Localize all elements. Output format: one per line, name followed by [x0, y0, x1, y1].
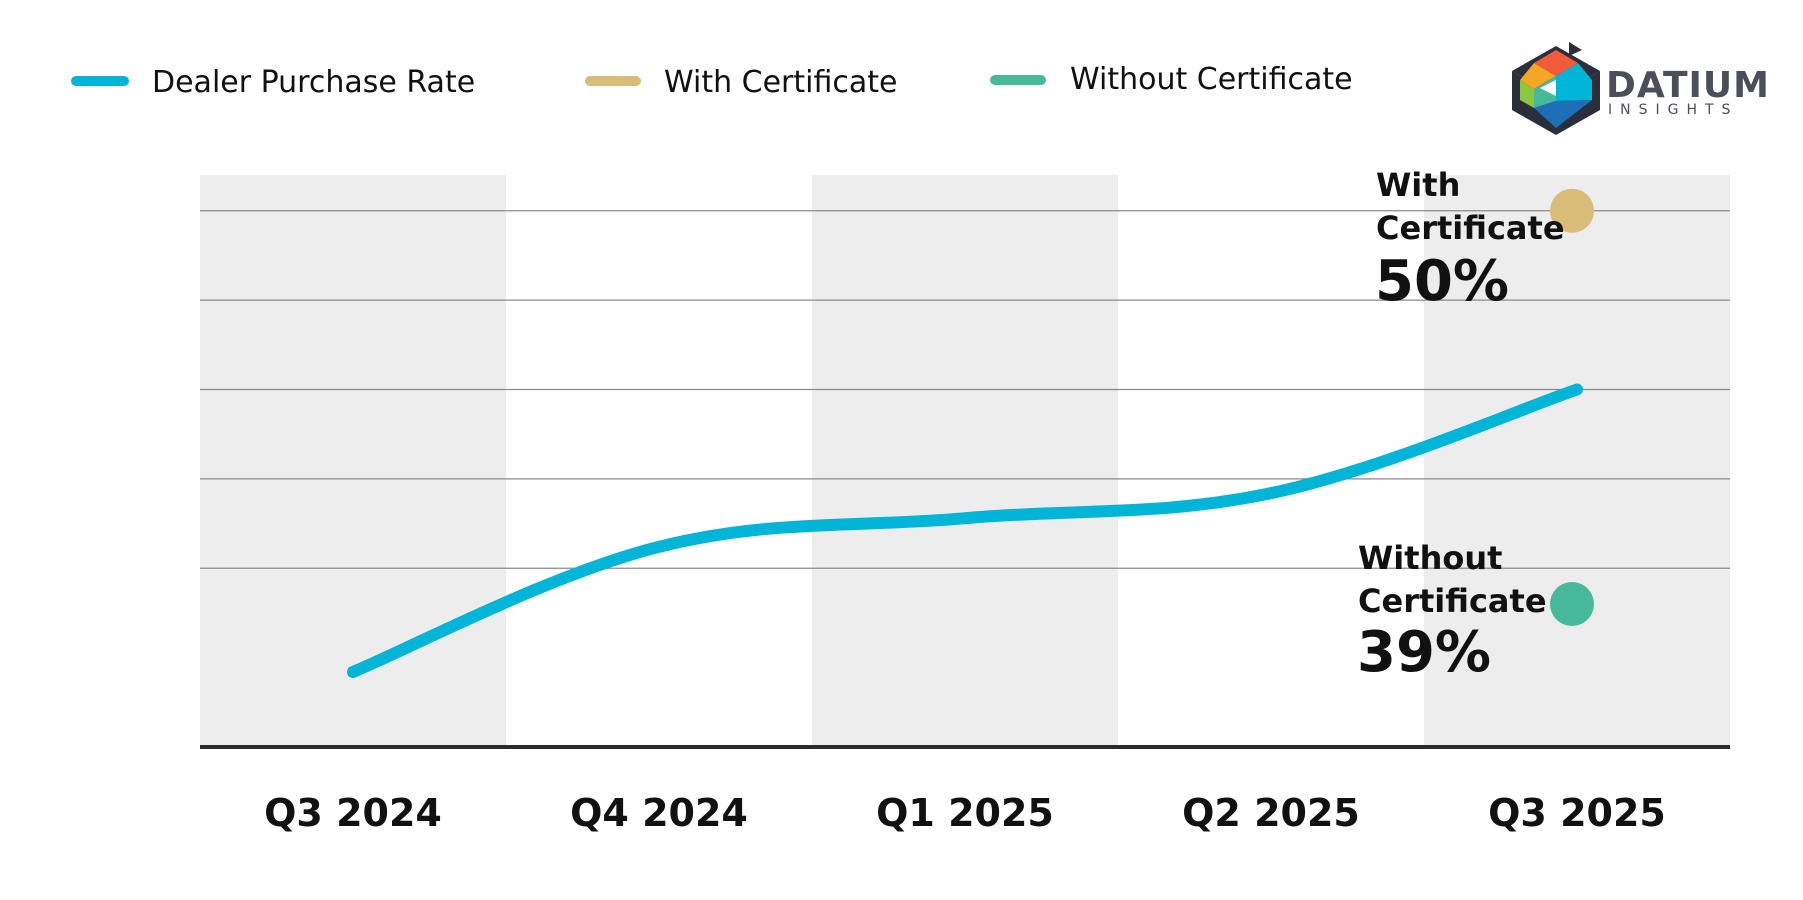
grid-lines [200, 210, 1730, 569]
logo-subtitle: INSIGHTS [1608, 102, 1738, 118]
dealer-purchase-rate-line [347, 383, 1583, 678]
without-certificate-callout-line-2: Certificate [1358, 582, 1547, 620]
x-tick-label: Q4 2024 [570, 791, 748, 835]
with-certificate-point [1550, 188, 1594, 233]
with-certificate-callout-line-1: With [1376, 166, 1460, 204]
category-band [812, 175, 1118, 747]
legend-label-with-certificate: With Certificate [664, 65, 897, 100]
without-certificate-point [1550, 582, 1594, 626]
legend-label-dealer-purchase-rate: Dealer Purchase Rate [152, 65, 475, 100]
legend-item-dealer-purchase-rate: Dealer Purchase Rate [71, 65, 475, 100]
with-certificate-callout-line-2: Certificate [1376, 209, 1565, 247]
plot-bands [200, 175, 1730, 747]
x-tick-label: Q1 2025 [876, 791, 1054, 835]
without-certificate-callout: Without Certificate 39% [1357, 539, 1547, 685]
without-certificate-callout-value: 39% [1357, 620, 1491, 685]
legend-label-without-certificate: Without Certificate [1070, 62, 1353, 97]
category-band [200, 175, 506, 747]
legend: Dealer Purchase Rate With Certificate Wi… [71, 62, 1353, 100]
x-tick-label: Q2 2025 [1182, 791, 1360, 835]
x-tick-label: Q3 2024 [264, 791, 442, 835]
datium-logo: DATIUM INSIGHTS [1512, 42, 1770, 135]
with-certificate-callout-value: 50% [1375, 249, 1509, 314]
logo-mark-icon [1512, 42, 1600, 135]
category-band [1424, 175, 1730, 747]
x-tick-label: Q3 2025 [1488, 791, 1666, 835]
with-certificate-callout: With Certificate 50% [1375, 166, 1565, 314]
logo-name: DATIUM [1606, 65, 1770, 106]
x-axis-ticks: Q3 2024 Q4 2024 Q1 2025 Q2 2025 Q3 2025 [264, 791, 1666, 835]
legend-item-with-certificate: With Certificate [585, 65, 897, 100]
without-certificate-callout-line-1: Without [1358, 539, 1502, 577]
legend-item-without-certificate: Without Certificate [990, 62, 1353, 97]
